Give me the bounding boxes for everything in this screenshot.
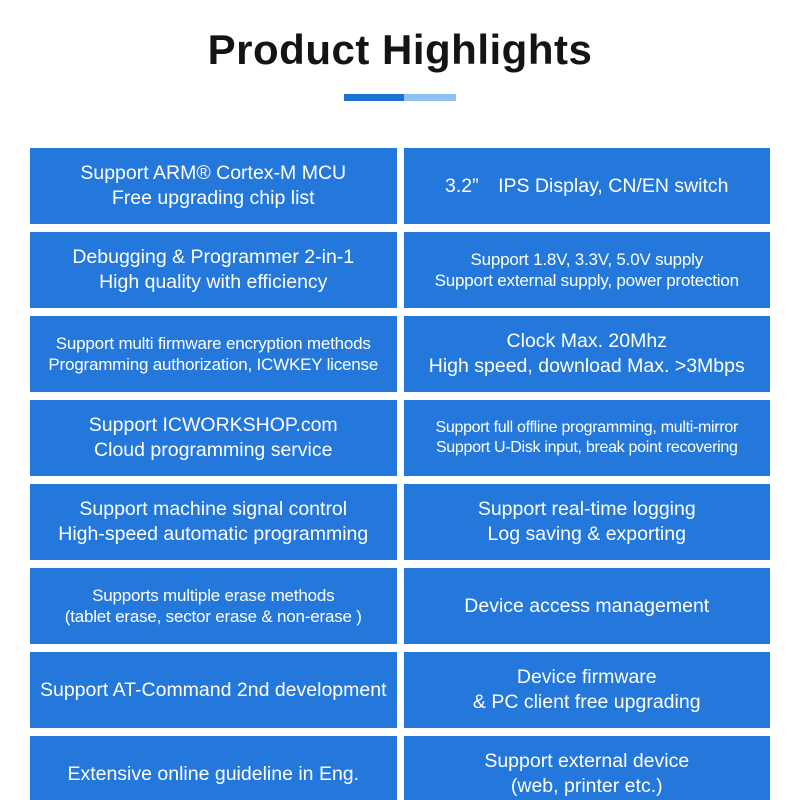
feature-text: Support machine signal control <box>79 498 348 521</box>
feature-text: Support ICWORKSHOP.com <box>88 414 338 437</box>
feature-text: Device access management <box>464 594 710 617</box>
feature-cell-online-guideline: Extensive online guideline in Eng. <box>30 736 397 800</box>
divider-dark-segment <box>344 94 404 101</box>
feature-cell-access-management: Device access management <box>403 568 770 644</box>
feature-text: 3.2” IPS Display, CN/EN switch <box>444 174 729 197</box>
feature-cell-clock-speed: Clock Max. 20Mhz High speed, download Ma… <box>403 316 770 392</box>
feature-cell-offline-programming: Support full offline programming, multi-… <box>403 400 770 476</box>
feature-cell-machine-signal: Support machine signal control High-spee… <box>30 484 397 560</box>
feature-text: Support AT-Command 2nd development <box>39 678 387 701</box>
feature-text: Support multi firmware encryption method… <box>55 333 371 353</box>
feature-text: Support U-Disk input, break point recove… <box>435 439 738 456</box>
feature-text: Extensive online guideline in Eng. <box>67 762 360 785</box>
feature-text: Support external supply, power protectio… <box>434 271 739 290</box>
feature-text: Cloud programming service <box>94 439 333 461</box>
feature-cell-at-command: Support AT-Command 2nd development <box>30 652 397 728</box>
feature-cell-ips-display: 3.2” IPS Display, CN/EN switch <box>403 148 770 224</box>
feature-text: Support external device <box>484 750 690 773</box>
feature-text: Support 1.8V, 3.3V, 5.0V supply <box>470 249 704 269</box>
feature-cell-erase-methods: Supports multiple erase methods (tablet … <box>30 568 397 644</box>
feature-text: & PC client free upgrading <box>472 691 701 713</box>
feature-text: Programming authorization, ICWKEY licens… <box>48 355 379 374</box>
feature-text: (web, printer etc.) <box>510 775 663 797</box>
feature-cell-logging: Support real-time logging Log saving & e… <box>403 484 770 560</box>
feature-text: High speed, download Max. >3Mbps <box>428 355 745 377</box>
title-divider <box>344 94 456 101</box>
divider-light-segment <box>404 94 456 101</box>
feature-cell-encryption: Support multi firmware encryption method… <box>30 316 397 392</box>
feature-cell-external-device: Support external device (web, printer et… <box>403 736 770 800</box>
feature-cell-cloud-programming: Support ICWORKSHOP.com Cloud programming… <box>30 400 397 476</box>
feature-text: Log saving & exporting <box>487 523 686 545</box>
feature-text: (tablet erase, sector erase & non-erase … <box>64 607 362 626</box>
feature-cell-arm-mcu: Support ARM® Cortex-M MCU Free upgrading… <box>30 148 397 224</box>
feature-text: Support full offline programming, multi-… <box>435 418 739 436</box>
feature-cell-power-supply: Support 1.8V, 3.3V, 5.0V supply Support … <box>403 232 770 308</box>
feature-text: Supports multiple erase methods <box>92 585 335 605</box>
feature-cell-debugger-programmer: Debugging & Programmer 2-in-1 High quali… <box>30 232 397 308</box>
feature-text: Debugging & Programmer 2-in-1 <box>72 246 355 269</box>
feature-text: Device firmware <box>516 666 657 689</box>
feature-text: Support ARM® Cortex-M MCU <box>80 162 347 185</box>
feature-text: Clock Max. 20Mhz <box>506 330 667 353</box>
feature-text: Free upgrading chip list <box>111 187 315 209</box>
feature-text: High-speed automatic programming <box>58 523 369 545</box>
page-title: Product Highlights <box>207 26 593 73</box>
feature-text: High quality with efficiency <box>99 271 328 293</box>
feature-grid: Support ARM® Cortex-M MCU Free upgrading… <box>30 148 770 800</box>
feature-cell-firmware-upgrading: Device firmware & PC client free upgradi… <box>403 652 770 728</box>
feature-text: Support real-time logging <box>477 498 696 521</box>
